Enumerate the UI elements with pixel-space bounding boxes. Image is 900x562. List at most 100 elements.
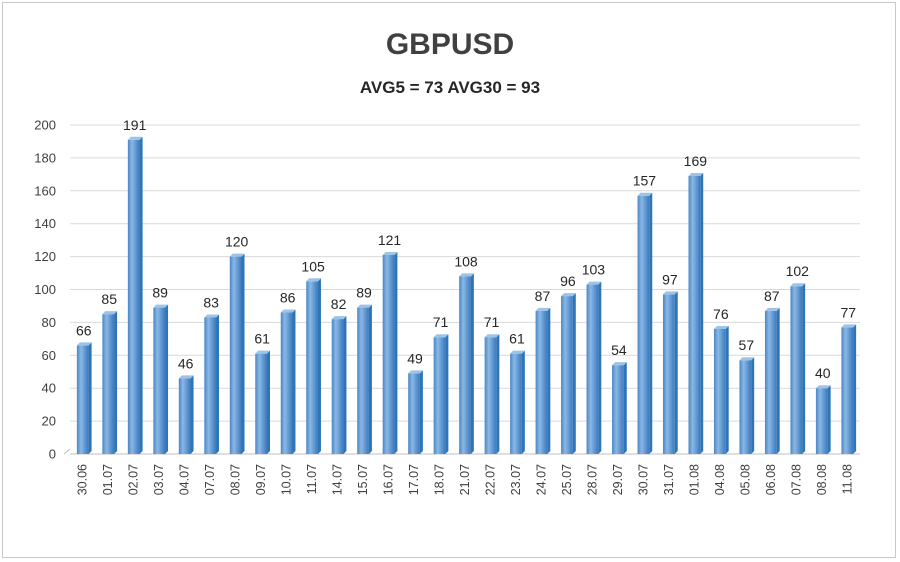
bar: [153, 307, 166, 454]
bar-side: [445, 334, 449, 454]
bar-side: [802, 283, 806, 454]
data-label: 49: [407, 350, 423, 366]
bar-top: [204, 314, 220, 318]
y-tick-label: 60: [42, 348, 56, 363]
bar-top: [663, 291, 678, 295]
data-label: 96: [560, 273, 576, 289]
bar: [408, 373, 420, 454]
x-tick-label: 14.07: [331, 464, 345, 495]
bar-side: [547, 307, 551, 454]
data-label: 191: [123, 117, 147, 133]
y-tick-label: 200: [34, 118, 56, 133]
bar-side: [725, 325, 729, 454]
bar-top: [255, 350, 270, 354]
x-tick-label: 25.07: [560, 464, 574, 495]
bar-group: 103: [582, 262, 605, 454]
bar-group: 61: [254, 331, 270, 454]
bar: [306, 281, 318, 454]
bar: [433, 337, 446, 454]
y-tick-label: 40: [42, 381, 56, 396]
data-label: 105: [301, 258, 325, 274]
x-tick-label: 17.07: [407, 464, 421, 495]
bar-top: [484, 334, 500, 338]
data-label: 97: [662, 271, 678, 287]
chart-title: GBPUSD: [385, 28, 515, 61]
bar: [815, 388, 828, 454]
bar: [688, 175, 701, 454]
y-tick-label: 80: [42, 315, 56, 330]
data-label: 83: [203, 294, 219, 310]
bar-top: [229, 253, 245, 257]
data-label: 71: [484, 314, 500, 330]
bar-side: [598, 281, 602, 454]
bar-top: [459, 273, 474, 277]
y-tick-label: 160: [34, 183, 56, 198]
bar-side: [343, 316, 347, 454]
bar-top: [612, 362, 627, 366]
bar-top: [280, 309, 296, 313]
x-tick-label: 21.07: [458, 464, 472, 495]
bar: [76, 345, 89, 454]
bar-side: [139, 136, 143, 454]
bar: [739, 360, 752, 454]
data-label: 46: [178, 355, 194, 371]
bar-side: [649, 192, 653, 455]
data-label: 57: [739, 337, 755, 353]
data-label: 87: [535, 288, 551, 304]
bar-group: 89: [152, 285, 168, 454]
bar-group: 120: [225, 234, 249, 454]
bar-group: 102: [786, 263, 810, 454]
bar: [280, 312, 293, 454]
bar-group: 85: [101, 291, 117, 454]
bar-side: [521, 350, 525, 454]
bar-side: [190, 375, 194, 454]
bar-group: 157: [633, 173, 656, 455]
axis-floor-edge: [63, 448, 71, 455]
x-tick-label: 01.08: [687, 464, 701, 495]
bar: [764, 310, 777, 454]
x-tick-label: 22.07: [483, 464, 497, 495]
bar-group: 76: [713, 306, 729, 454]
bar-group: 96: [560, 273, 576, 454]
x-tick-label: 28.07: [585, 464, 599, 495]
bar-top: [178, 375, 194, 379]
bar-top: [637, 192, 653, 196]
bar-top: [408, 370, 423, 374]
bar: [790, 286, 803, 454]
x-tick-label: 02.07: [127, 464, 141, 495]
bar-top: [510, 350, 525, 354]
bar-side: [216, 314, 220, 454]
bar-group: 89: [356, 285, 372, 454]
bar: [713, 328, 726, 454]
bar-group: 97: [662, 271, 678, 454]
data-label: 102: [786, 263, 810, 279]
x-tick-label: 08.08: [815, 464, 829, 495]
x-tick-label: 11.08: [840, 464, 854, 494]
data-label: 61: [509, 331, 525, 347]
bar-top: [561, 293, 576, 297]
bar: [178, 378, 191, 454]
bar-top: [153, 304, 169, 308]
data-label: 82: [331, 296, 347, 312]
bar-group: 82: [331, 296, 347, 454]
data-label: 108: [454, 253, 478, 269]
y-tick-label: 140: [34, 216, 56, 231]
y-tick-label: 100: [34, 282, 56, 297]
data-label: 169: [684, 153, 708, 169]
x-tick-label: 05.08: [738, 464, 752, 495]
bar-group: 46: [178, 355, 194, 454]
data-label: 121: [378, 232, 402, 248]
bars: 66 85 191 89 46 83 120 61 86 105 82 89 121 49 71 108 71 6…: [76, 117, 856, 455]
y-tick-label: 180: [34, 150, 56, 165]
bar-side: [266, 350, 270, 454]
x-tick-label: 04.07: [178, 464, 192, 495]
data-label: 89: [152, 285, 168, 301]
bar: [535, 310, 548, 454]
bar-group: 57: [739, 337, 755, 454]
data-label: 76: [713, 306, 729, 322]
x-tick-label: 10.07: [280, 464, 294, 495]
bar-side: [827, 385, 831, 454]
x-tick-label: 07.07: [203, 464, 217, 495]
bar-group: 87: [764, 288, 780, 454]
